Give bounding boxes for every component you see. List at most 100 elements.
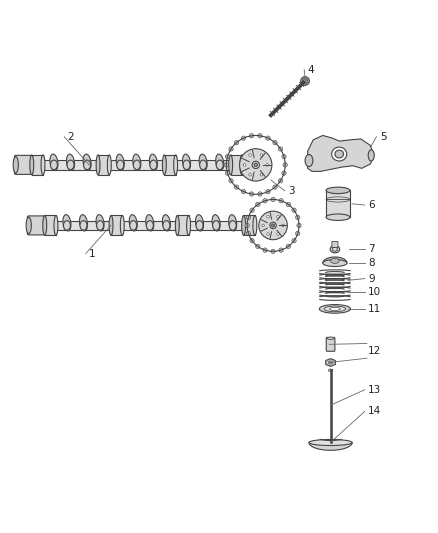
Ellipse shape (282, 224, 284, 227)
Ellipse shape (267, 233, 269, 236)
Ellipse shape (67, 160, 74, 169)
Ellipse shape (319, 304, 350, 313)
Text: 5: 5 (380, 132, 386, 142)
Ellipse shape (326, 214, 350, 221)
Ellipse shape (263, 199, 267, 203)
Ellipse shape (96, 215, 104, 231)
FancyBboxPatch shape (326, 190, 350, 217)
Ellipse shape (278, 179, 283, 183)
Text: 14: 14 (368, 406, 381, 416)
Ellipse shape (162, 155, 166, 175)
Ellipse shape (254, 163, 258, 166)
Ellipse shape (163, 221, 170, 230)
Ellipse shape (271, 249, 275, 254)
Text: 11: 11 (368, 304, 381, 314)
Ellipse shape (63, 215, 71, 231)
Ellipse shape (249, 154, 251, 156)
FancyBboxPatch shape (98, 155, 110, 175)
Ellipse shape (368, 150, 374, 161)
Ellipse shape (229, 147, 233, 151)
Ellipse shape (301, 77, 309, 85)
Ellipse shape (150, 160, 157, 169)
Ellipse shape (250, 238, 254, 243)
Ellipse shape (117, 160, 124, 169)
Ellipse shape (283, 163, 287, 167)
Ellipse shape (296, 215, 300, 220)
Ellipse shape (96, 155, 100, 175)
Ellipse shape (277, 215, 279, 218)
Ellipse shape (266, 136, 270, 140)
Ellipse shape (50, 160, 57, 169)
Ellipse shape (256, 202, 260, 207)
Ellipse shape (229, 155, 233, 175)
Ellipse shape (249, 192, 254, 196)
Ellipse shape (229, 221, 236, 230)
Ellipse shape (266, 164, 268, 166)
Ellipse shape (226, 155, 230, 159)
Ellipse shape (96, 221, 103, 230)
Ellipse shape (187, 215, 191, 236)
Ellipse shape (323, 260, 347, 266)
Ellipse shape (329, 308, 340, 310)
Ellipse shape (107, 155, 111, 175)
Ellipse shape (83, 154, 91, 171)
Ellipse shape (224, 163, 229, 167)
Ellipse shape (326, 187, 350, 193)
Ellipse shape (328, 369, 333, 372)
Ellipse shape (245, 223, 249, 228)
FancyBboxPatch shape (177, 215, 189, 236)
Ellipse shape (240, 149, 272, 181)
Ellipse shape (13, 157, 18, 173)
Text: 2: 2 (67, 132, 74, 142)
Ellipse shape (270, 222, 276, 229)
Ellipse shape (332, 247, 337, 251)
Ellipse shape (309, 440, 352, 446)
Ellipse shape (30, 155, 34, 175)
Ellipse shape (26, 217, 32, 233)
Ellipse shape (234, 185, 239, 189)
Ellipse shape (246, 215, 251, 220)
Ellipse shape (120, 215, 124, 236)
Text: 7: 7 (368, 244, 375, 254)
Ellipse shape (258, 134, 262, 138)
FancyBboxPatch shape (326, 337, 335, 351)
Polygon shape (323, 257, 347, 263)
Ellipse shape (303, 78, 307, 84)
Ellipse shape (286, 202, 290, 207)
Ellipse shape (249, 173, 251, 176)
Ellipse shape (200, 160, 207, 169)
FancyBboxPatch shape (28, 216, 45, 235)
Ellipse shape (256, 244, 260, 248)
Text: 3: 3 (288, 186, 295, 196)
Polygon shape (309, 442, 352, 450)
Ellipse shape (173, 155, 177, 175)
Ellipse shape (79, 215, 88, 231)
Ellipse shape (330, 246, 339, 253)
Polygon shape (307, 135, 374, 172)
Ellipse shape (324, 306, 346, 312)
Ellipse shape (241, 136, 246, 140)
Text: 8: 8 (368, 258, 375, 268)
Ellipse shape (216, 160, 223, 169)
Ellipse shape (215, 154, 224, 171)
Ellipse shape (253, 215, 257, 236)
Ellipse shape (195, 215, 204, 231)
Ellipse shape (196, 221, 203, 230)
Ellipse shape (175, 215, 179, 236)
Ellipse shape (262, 224, 265, 227)
Ellipse shape (258, 192, 262, 196)
Ellipse shape (272, 224, 275, 227)
Text: 4: 4 (307, 64, 314, 75)
Ellipse shape (297, 223, 301, 228)
Ellipse shape (129, 215, 137, 231)
FancyBboxPatch shape (32, 155, 43, 175)
Ellipse shape (64, 221, 71, 230)
Ellipse shape (109, 215, 113, 236)
Ellipse shape (146, 215, 154, 231)
Ellipse shape (243, 164, 246, 166)
Text: 9: 9 (368, 273, 375, 284)
Text: 12: 12 (368, 346, 381, 356)
Polygon shape (326, 359, 336, 366)
Ellipse shape (50, 154, 58, 171)
FancyBboxPatch shape (14, 155, 32, 174)
